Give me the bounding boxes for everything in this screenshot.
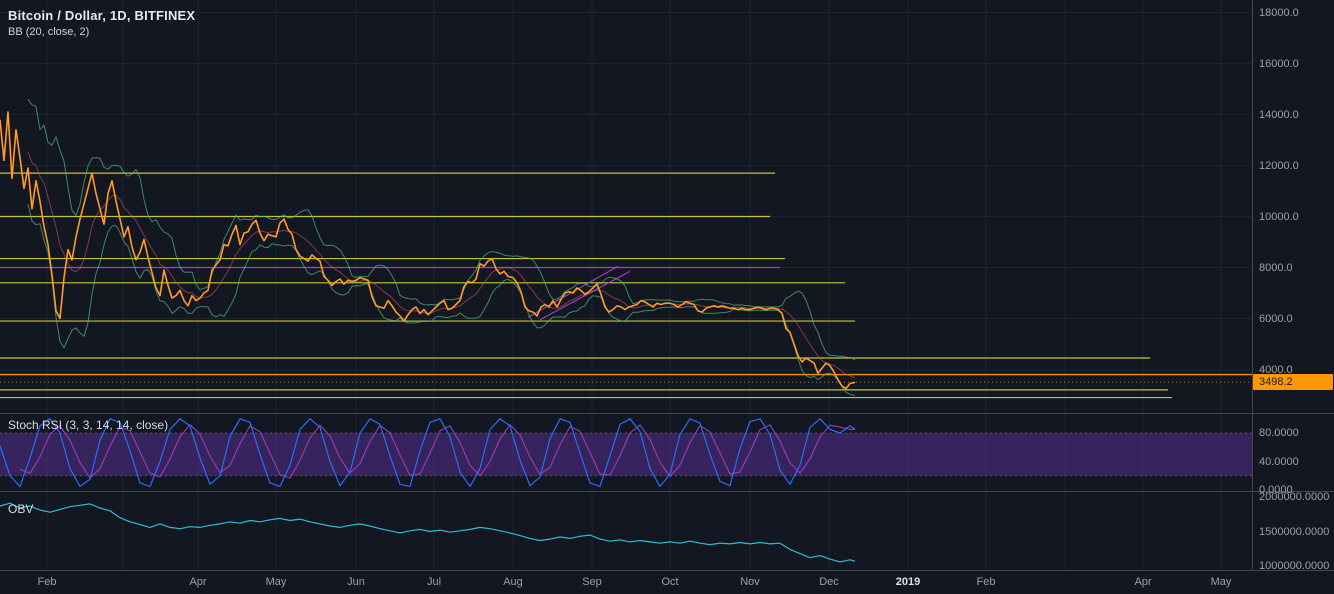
time-axis-label-dec: Dec [819, 576, 839, 588]
time-axis-label-sep: Sep [582, 576, 602, 588]
obv-axis-label: 1000000.0000 [1259, 560, 1330, 572]
symbol-title[interactable]: Bitcoin / Dollar, 1D, BITFINEX [8, 8, 196, 23]
price-axis-label: 14000.0 [1259, 108, 1299, 121]
price-axis[interactable] [1252, 0, 1334, 570]
time-axis[interactable] [0, 570, 1334, 594]
stoch-overbought-oversold-band [0, 432, 1252, 477]
time-axis-label-jun: Jun [347, 576, 365, 588]
drawn-trendlines[interactable] [527, 265, 631, 321]
price-axis-label: 6000.0 [1259, 312, 1293, 325]
chart-legend: Bitcoin / Dollar, 1D, BITFINEX BB (20, c… [8, 8, 195, 38]
price-axis-label: 16000.0 [1259, 57, 1299, 70]
grid-lines [0, 0, 1300, 570]
stoch-axis-label: 0.0000 [1259, 484, 1293, 496]
obv-axis-label: 1500000.0000 [1259, 525, 1330, 538]
time-axis-label-jul: Jul [426, 576, 442, 588]
indicator-obv-label[interactable]: OBV [8, 502, 34, 516]
pane-separator-stoch-obv[interactable] [0, 491, 1334, 492]
last-price-tag: 3498.2 [1253, 374, 1333, 391]
time-axis-label-aug: Aug [503, 576, 523, 588]
time-axis-label-feb: Feb [976, 576, 996, 588]
time-axis-label-2019: 2019 [895, 576, 921, 588]
drawn-horizontal-lines[interactable] [0, 172, 1252, 399]
time-axis-label-apr: Apr [189, 576, 207, 588]
stoch-axis-label: 80.0000 [1259, 427, 1299, 439]
time-axis-label-may: May [265, 576, 287, 588]
time-axis-label-feb: Feb [37, 576, 57, 588]
stoch-series-lines[interactable] [0, 418, 856, 487]
time-axis-label-oct: Oct [661, 576, 679, 588]
price-axis-label: 4000.0 [1259, 363, 1293, 376]
pane-separator-price-stoch[interactable] [0, 413, 1334, 414]
stoch-axis-label: 40.0000 [1259, 455, 1299, 468]
price-series-line[interactable] [0, 111, 856, 390]
time-axis-label-may: May [1210, 576, 1232, 588]
indicator-bb-label[interactable]: BB (20, close, 2) [8, 26, 90, 38]
price-axis-label: 18000.0 [1259, 6, 1299, 19]
price-axis-label: 8000.0 [1259, 261, 1293, 274]
time-axis-label-apr: Apr [1134, 576, 1152, 588]
obv-series-line[interactable] [0, 502, 856, 563]
time-axis-label-nov: Nov [740, 576, 760, 588]
price-axis-label: 10000.0 [1259, 210, 1299, 223]
indicator-stoch-label[interactable]: Stoch RSI (3, 3, 14, 14, close) [8, 418, 169, 432]
obv-axis-label: 2000000.0000 [1259, 491, 1330, 503]
bollinger-bands[interactable] [27, 98, 856, 396]
price-axis-label: 12000.0 [1259, 159, 1299, 172]
